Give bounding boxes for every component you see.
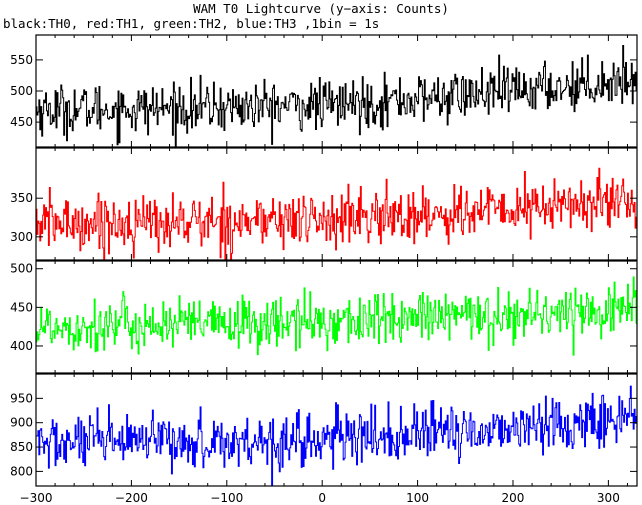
y-tick-label: 400 bbox=[10, 339, 33, 353]
y-tick-label: 950 bbox=[10, 391, 33, 405]
x-tick-label: −200 bbox=[115, 491, 148, 505]
series-th3-line bbox=[36, 385, 637, 486]
x-tick-label: 200 bbox=[502, 491, 525, 505]
y-tick-label: 800 bbox=[10, 464, 33, 478]
x-tick-label: 300 bbox=[597, 491, 620, 505]
chart-title: WAM T0 Lightcurve (y−axis: Counts) bbox=[193, 1, 449, 16]
y-tick-label: 300 bbox=[10, 230, 33, 244]
y-tick-label: 550 bbox=[10, 53, 33, 67]
series-th0-line bbox=[36, 45, 637, 147]
panel-frame-th3 bbox=[35, 373, 638, 487]
x-tick-label: 0 bbox=[318, 491, 326, 505]
panel-frame-th2 bbox=[35, 260, 638, 374]
series-th1-line bbox=[36, 167, 637, 260]
x-tick-label: −100 bbox=[210, 491, 243, 505]
y-tick-label: 850 bbox=[10, 440, 33, 454]
y-tick-label: 450 bbox=[10, 300, 33, 314]
series-th2-line bbox=[36, 276, 637, 356]
panel-frame-th1 bbox=[35, 147, 638, 261]
y-tick-label: 450 bbox=[10, 115, 33, 129]
y-tick-label: 500 bbox=[10, 262, 33, 276]
chart-subtitle: black:TH0, red:TH1, green:TH2, blue:TH3 … bbox=[3, 16, 380, 31]
x-tick-label: −300 bbox=[20, 491, 53, 505]
y-tick-label: 350 bbox=[10, 191, 33, 205]
x-tick-label: 100 bbox=[406, 491, 429, 505]
y-tick-label: 500 bbox=[10, 84, 33, 98]
y-tick-label: 900 bbox=[10, 416, 33, 430]
